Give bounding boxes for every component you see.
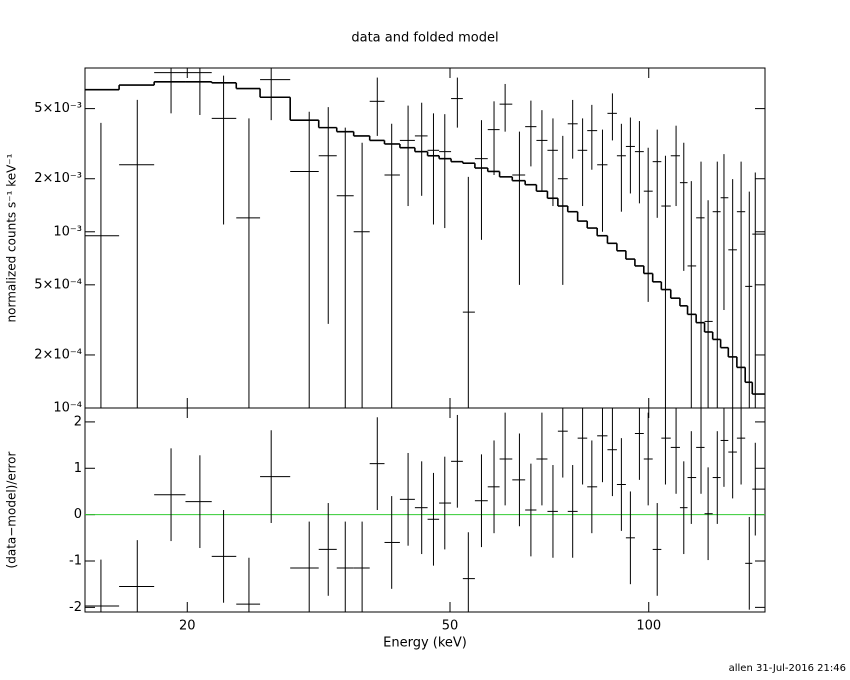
y-axis-label: (data−model)/error <box>5 451 19 568</box>
y-tick-label: -1 <box>69 554 82 569</box>
plot-frame <box>84 407 766 613</box>
y-tick-label: -2 <box>69 600 82 615</box>
y-tick-label: 2×10⁻⁴ <box>34 347 82 362</box>
y-tick-label: 5×10⁻³ <box>34 101 82 116</box>
x-tick-label: 100 <box>636 619 661 634</box>
y-tick-label: 2×10⁻³ <box>34 171 82 186</box>
y-tick-label: 10⁻³ <box>53 224 82 239</box>
y-tick-label: 10⁻⁴ <box>53 401 82 416</box>
y-tick-label: 5×10⁻⁴ <box>34 277 82 292</box>
y-tick-label: 0 <box>74 507 82 522</box>
y-axis-label: normalized counts s⁻¹ keV⁻¹ <box>5 153 19 322</box>
x-tick-label: 20 <box>179 619 196 634</box>
y-tick-label: 2 <box>74 414 82 429</box>
y-tick-label: 1 <box>74 461 82 476</box>
chart-title: data and folded model <box>351 31 498 46</box>
x-axis-label: Energy (keV) <box>383 636 467 651</box>
x-tick-label: 50 <box>442 619 459 634</box>
model-step-connector <box>118 81 754 395</box>
footer: allen 31-Jul-2016 21:46 <box>729 663 846 674</box>
